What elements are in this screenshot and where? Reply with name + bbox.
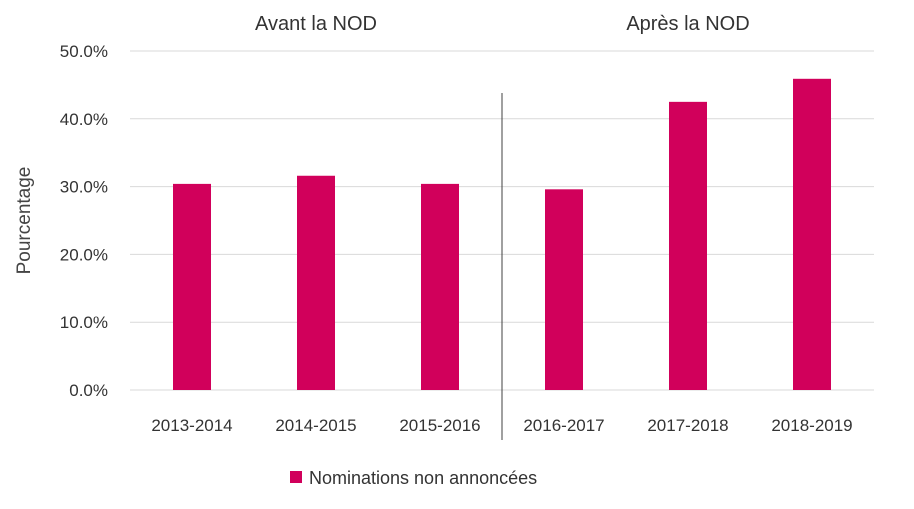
y-tick-label: 50.0% [60, 42, 108, 61]
section-label-after: Après la NOD [626, 13, 749, 35]
y-tick-label: 20.0% [60, 245, 108, 264]
legend-label: Nominations non annoncées [309, 468, 537, 488]
bars [173, 78, 831, 390]
y-tick-label: 40.0% [60, 110, 108, 129]
y-tick-label: 10.0% [60, 313, 108, 332]
y-tick-label: 0.0% [69, 381, 108, 400]
section-label-before: Avant la NOD [255, 13, 377, 35]
x-tick-label: 2018-2019 [771, 416, 852, 435]
bar [421, 183, 459, 390]
x-axis-tick-labels: 2013-2014 2014-2015 2015-2016 2016-2017 2017… [151, 416, 852, 435]
bar [793, 78, 831, 390]
bar [669, 101, 707, 390]
legend-swatch [290, 471, 302, 483]
x-tick-label: 2014-2015 [275, 416, 356, 435]
y-tick-label: 30.0% [60, 178, 108, 197]
x-tick-label: 2016-2017 [523, 416, 604, 435]
x-tick-label: 2013-2014 [151, 416, 232, 435]
legend: Nominations non annoncées [290, 468, 537, 488]
y-axis-tick-labels: 0.0% 10.0% 20.0% 30.0% 40.0% 50.0% [60, 42, 108, 400]
x-tick-label: 2017-2018 [647, 416, 728, 435]
y-axis-title: Pourcentage [14, 167, 35, 275]
bar [173, 183, 211, 390]
bar [297, 175, 335, 390]
bar [545, 189, 583, 390]
x-tick-label: 2015-2016 [399, 416, 480, 435]
